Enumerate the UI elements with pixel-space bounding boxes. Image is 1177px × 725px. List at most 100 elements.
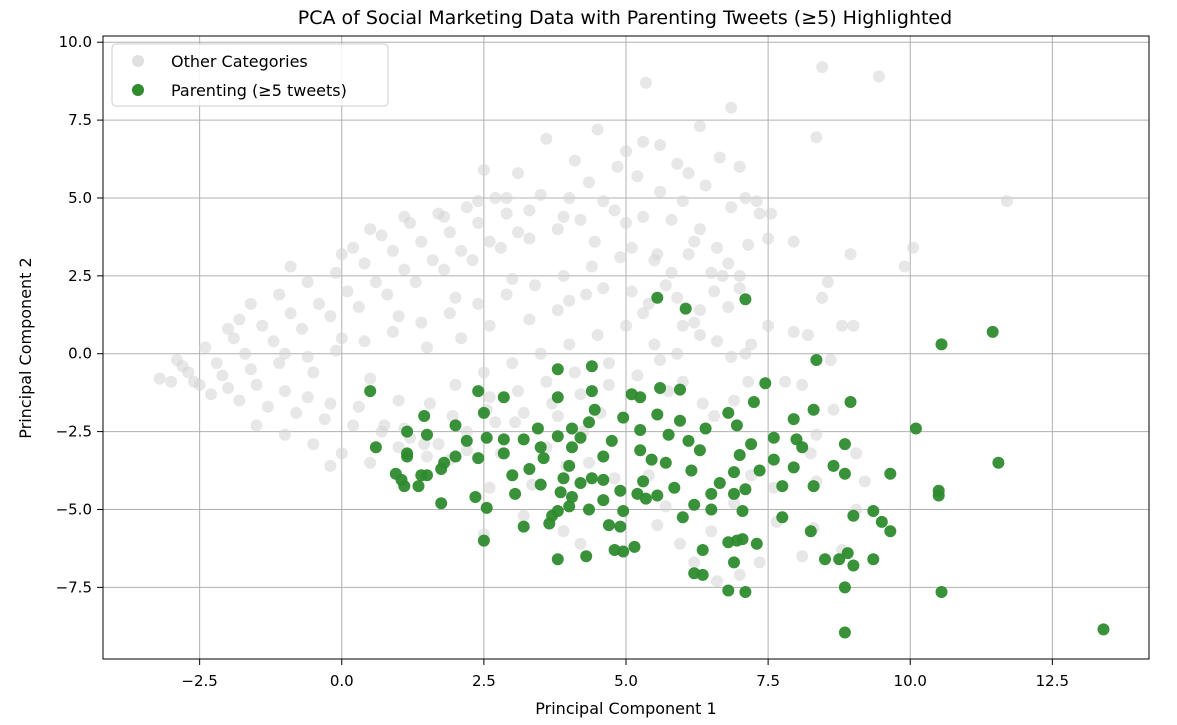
point-parenting — [932, 489, 945, 502]
x-axis-label: Principal Component 1 — [535, 699, 716, 718]
point-parenting — [699, 422, 712, 435]
point-other-categories — [557, 210, 570, 223]
point-parenting — [747, 396, 760, 408]
point-parenting — [679, 302, 692, 315]
point-parenting — [838, 626, 851, 639]
point-other-categories — [540, 132, 553, 145]
point-parenting — [435, 497, 448, 510]
point-other-categories — [625, 241, 638, 254]
point-parenting — [819, 553, 831, 566]
point-parenting — [634, 444, 647, 457]
point-other-categories — [244, 297, 257, 310]
point-other-categories — [483, 319, 496, 332]
point-other-categories — [696, 397, 709, 410]
y-axis-label: Principal Component 2 — [16, 257, 35, 438]
point-parenting — [713, 477, 726, 489]
point-other-categories — [165, 375, 178, 388]
point-parenting — [449, 419, 462, 432]
point-other-categories — [472, 216, 485, 229]
point-parenting — [472, 385, 485, 398]
point-other-categories — [392, 394, 405, 407]
point-other-categories — [381, 288, 394, 301]
point-other-categories — [654, 354, 667, 366]
point-other-categories — [290, 406, 303, 419]
point-other-categories — [725, 201, 738, 214]
point-other-categories — [648, 254, 661, 267]
legend: Other Categories Parenting (≥5 tweets) — [111, 43, 389, 107]
point-parenting — [810, 354, 823, 366]
point-other-categories — [244, 363, 257, 376]
point-other-categories — [529, 279, 541, 292]
point-parenting — [662, 428, 675, 441]
point-other-categories — [364, 223, 377, 236]
point-other-categories — [620, 319, 632, 332]
point-other-categories — [256, 319, 269, 332]
point-other-categories — [787, 325, 800, 338]
point-parenting — [418, 410, 431, 422]
point-other-categories — [386, 244, 399, 257]
point-parenting — [787, 461, 800, 474]
point-other-categories — [742, 375, 755, 388]
point-parenting — [651, 291, 664, 304]
point-other-categories — [705, 266, 718, 279]
point-parenting — [585, 360, 598, 373]
point-other-categories — [509, 416, 522, 429]
point-parenting — [583, 416, 595, 429]
point-other-categories — [745, 338, 758, 351]
point-other-categories — [278, 347, 291, 360]
legend-label-other-categories: Other Categories — [171, 52, 308, 71]
point-other-categories — [563, 294, 576, 307]
point-other-categories — [804, 447, 817, 460]
point-parenting — [480, 501, 493, 514]
point-other-categories — [705, 525, 718, 538]
point-other-categories — [602, 357, 615, 370]
point-other-categories — [676, 319, 689, 332]
point-other-categories — [583, 456, 595, 469]
point-parenting — [875, 515, 888, 528]
point-other-categories — [620, 216, 632, 229]
point-parenting — [460, 434, 473, 447]
point-other-categories — [725, 350, 738, 363]
point-other-categories — [711, 335, 723, 348]
point-other-categories — [654, 139, 667, 151]
x-tick-label: 7.5 — [756, 672, 780, 690]
point-other-categories — [489, 416, 502, 429]
point-other-categories — [398, 263, 411, 276]
point-other-categories — [472, 195, 485, 208]
point-parenting — [804, 525, 817, 538]
point-parenting — [551, 505, 564, 517]
point-other-categories — [551, 304, 564, 317]
point-parenting — [867, 505, 880, 517]
point-other-categories — [222, 382, 235, 394]
point-parenting — [597, 473, 610, 486]
point-other-categories — [637, 307, 650, 320]
series-parenting — [364, 291, 1110, 639]
point-parenting — [674, 383, 686, 396]
point-parenting — [884, 467, 897, 480]
point-other-categories — [898, 260, 911, 273]
point-other-categories — [273, 288, 286, 301]
point-other-categories — [733, 568, 746, 581]
point-other-categories — [753, 207, 766, 220]
point-parenting — [580, 550, 593, 563]
point-parenting — [401, 425, 414, 438]
point-parenting — [551, 553, 564, 566]
x-axis-ticks: −2.5 0.0 2.5 5.0 7.5 10.0 12.5 — [181, 659, 1069, 690]
point-other-categories — [352, 400, 365, 413]
point-parenting — [733, 449, 746, 461]
point-other-categories — [176, 360, 189, 373]
point-other-categories — [711, 575, 723, 588]
point-other-categories — [688, 556, 701, 569]
point-other-categories — [711, 241, 723, 254]
point-parenting — [935, 586, 948, 598]
point-parenting — [531, 422, 544, 435]
point-parenting — [438, 456, 451, 469]
point-other-categories — [358, 257, 371, 270]
point-other-categories — [500, 207, 513, 220]
point-other-categories — [557, 525, 570, 538]
point-other-categories — [341, 285, 354, 298]
point-parenting — [728, 466, 740, 479]
point-parenting — [728, 487, 740, 500]
point-other-categories — [392, 310, 405, 323]
point-other-categories — [844, 248, 857, 261]
